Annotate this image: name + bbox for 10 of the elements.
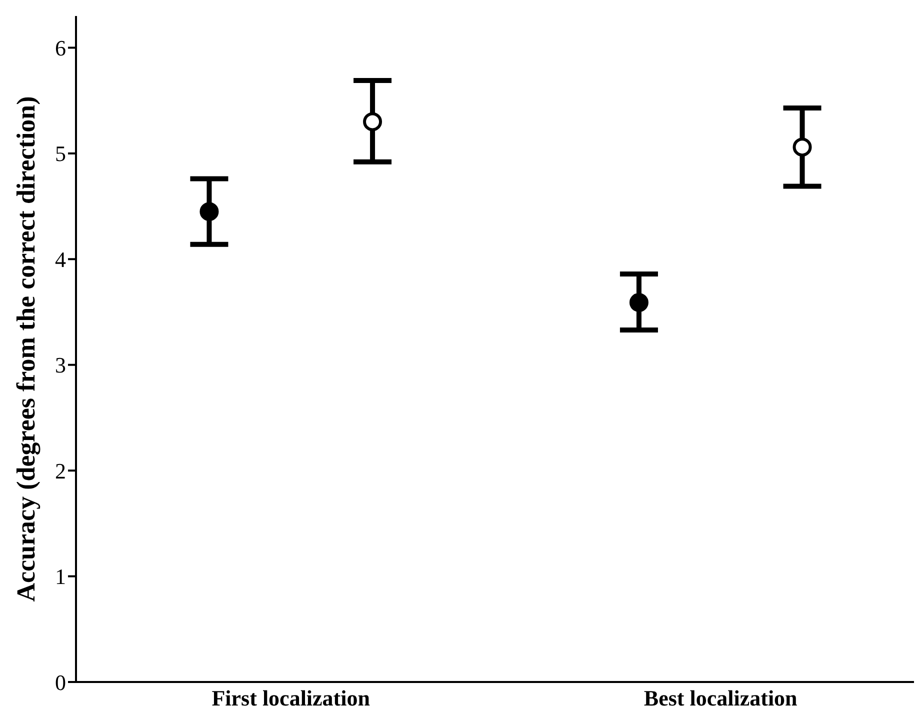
y-tick-label: 5	[55, 141, 66, 166]
y-tick-label: 1	[55, 564, 66, 590]
y-tick-label: 4	[55, 246, 66, 272]
y-tick-label: 3	[55, 352, 66, 378]
y-tick-label: 2	[55, 458, 66, 484]
y-axis-title: Accuracy (degrees from the correct direction)	[12, 96, 40, 602]
y-tick-label: 0	[55, 670, 66, 695]
x-tick-label: Best localization	[644, 686, 798, 711]
x-tick-label: First localization	[212, 686, 370, 711]
y-tick-label: 6	[55, 36, 66, 61]
